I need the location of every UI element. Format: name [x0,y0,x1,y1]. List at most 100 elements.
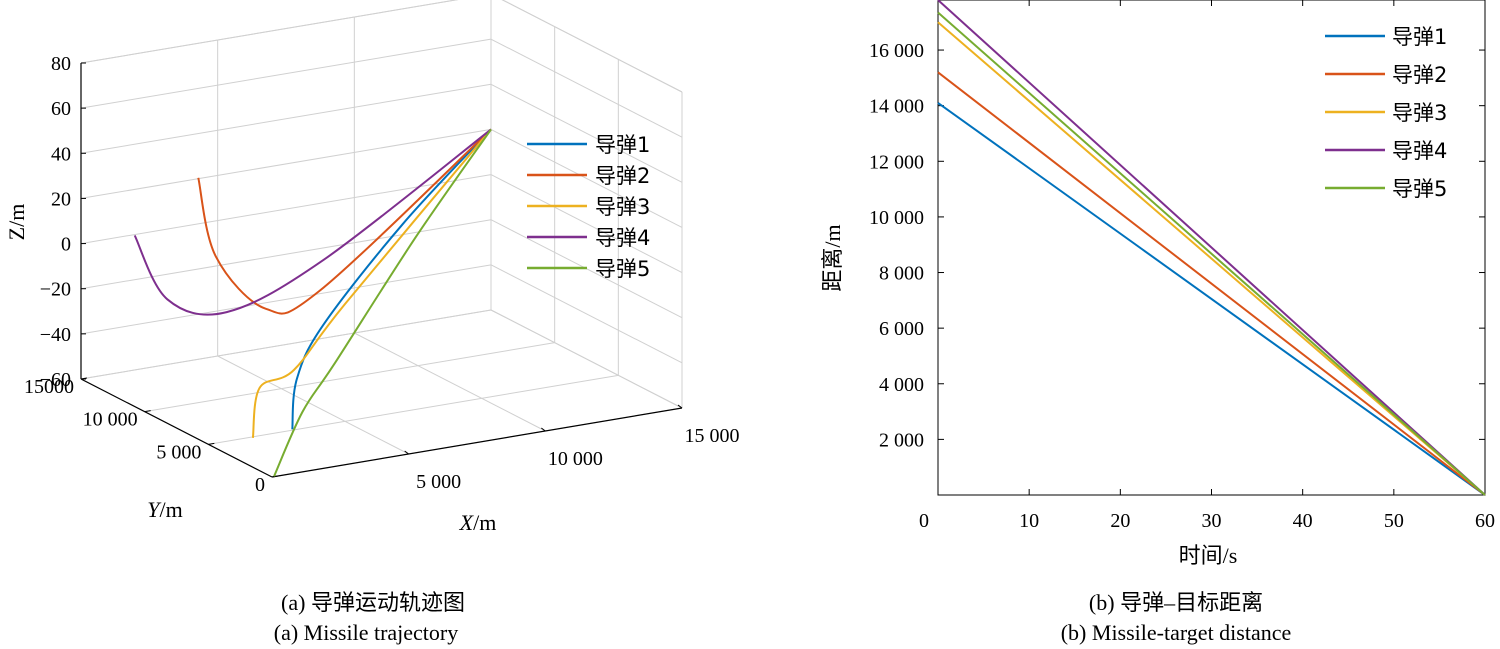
gridline-back-z [80,219,492,290]
gridline-side-z [501,0,683,93]
x-tick-label: 5 000 [416,471,461,493]
y-tick-label: 4 000 [879,374,924,396]
z-tick-label: 20 [51,188,71,210]
y-tick-label: 2 000 [879,429,924,451]
gridline-back-z [80,128,492,199]
gridline-back-z [80,38,492,109]
gridline-side-z [490,38,683,138]
z-tick-label: 40 [51,143,71,165]
legend-b-label-5: 导弹5 [1392,177,1447,201]
x-axis-label-var: X [459,510,475,535]
back-edge [501,0,683,93]
x-axis-label: 时间/s [1179,543,1238,568]
grid-3d [80,0,683,478]
y-axis-line [80,378,273,478]
x-axis-label: X/m [459,510,497,535]
gridline-floor-y [208,374,619,445]
legend-a-label-2: 导弹2 [595,164,650,188]
x-tick-label: 30 [1202,510,1222,532]
y-tick-label: 5 000 [156,441,201,463]
legend-a-label-4: 导弹4 [595,226,650,250]
x-tick-label: 0 [919,510,929,532]
y-axis-label-var: Y [147,497,162,522]
z-tick-label: −60 [40,369,71,391]
gridline-back-z [80,174,492,245]
x-tick [677,404,683,409]
z-tick-label: 80 [51,53,71,75]
y-tick-label: 10 000 [83,409,138,431]
legend-a: 导弹1 导弹2 导弹3 导弹4 导弹5 [527,133,650,281]
y-tick-label: 16 000 [869,40,924,62]
z-tick-label: 60 [51,98,71,120]
distance-line-missile-5 [937,11,1486,496]
x-tick [541,427,546,432]
axes-3d: 80 60 40 20 0 −20 −40 −60 5 000 10 000 15 000 0 5 00… [4,53,740,535]
z-tick-label: −20 [40,279,71,301]
legend-b-label-3: 导弹3 [1392,101,1447,125]
gridline-floor-y [80,309,492,380]
y-axis-label-unit: /m [160,497,183,522]
x-axis-label-unit: /m [473,510,496,535]
caption-b-en: (b) Missile-target distance [1061,620,1292,645]
gridline-floor-x [217,355,409,455]
series-group [133,128,492,477]
legend-b-label-1: 导弹1 [1392,25,1447,49]
x-tick-label: 10 [1019,510,1039,532]
gridline-side-z [490,174,683,274]
trajectory-3d-chart: 80 60 40 20 0 −20 −40 −60 5 000 10 000 15 000 0 5 00… [4,0,740,645]
series-b [937,0,1486,496]
gridline-back-z [80,264,492,335]
distance-line-missile-3 [937,21,1486,496]
gridline-side-z [490,83,683,183]
x-tick [404,450,409,455]
y-tick [144,410,151,413]
legend-a-label-3: 导弹3 [595,195,650,219]
legend-b: 导弹1 导弹2 导弹3 导弹4 导弹5 [1325,25,1447,201]
gridline-side-z [490,128,683,228]
distance-line-missile-4 [937,0,1486,496]
gridline-floor-x [354,332,546,432]
y-axis-label: Y/m [147,497,182,522]
gridline-back-z [80,0,459,64]
z-axis-label: Z/m [4,204,29,241]
caption-a-en: (a) Missile trajectory [274,620,459,645]
trajectory-line-missile-1 [291,128,492,430]
y-axis-label: 距离/m [820,224,845,291]
y-tick-label: 12 000 [869,151,924,173]
y-tick-label: 0 [255,474,265,496]
x-tick-label: 15 000 [685,425,740,447]
y-tick-label: 6 000 [879,318,924,340]
y-tick-label: 10 000 [869,207,924,229]
back-edge [80,0,459,64]
gridline-floor-y [144,342,555,413]
y-tick [208,442,215,445]
x-tick-label: 10 000 [548,448,603,470]
trajectory-line-missile-5 [273,128,492,477]
legend-a-label-5: 导弹5 [595,257,650,281]
gridline-back-z [80,83,492,154]
ticks-b: 0 10 20 30 40 50 60 2 000 4 000 6 000 8 000 10 000 1… [869,0,1495,532]
trajectory-line-missile-4 [133,128,492,316]
distance-chart: 0 10 20 30 40 50 60 2 000 4 000 6 000 8 000 10 000 1… [820,0,1495,645]
y-tick-label: 14 000 [869,96,924,118]
legend-b-label-2: 导弹2 [1392,63,1447,87]
gridline-side-z [490,264,683,364]
distance-line-missile-2 [937,71,1486,496]
y-tick-label: 15000 [24,376,74,398]
trajectory-line-missile-3 [251,128,492,439]
x-axis-line [271,407,683,478]
y-tick-label: 8 000 [879,263,924,285]
legend-b-label-4: 导弹4 [1392,139,1447,163]
z-tick-label: 0 [61,234,71,256]
x-tick-label: 20 [1110,510,1130,532]
trajectory-line-missile-2 [197,128,492,315]
caption-b-cn: (b) 导弹–目标距离 [1089,590,1263,615]
x-tick-label: 50 [1384,510,1404,532]
distance-line-missile-1 [937,102,1486,496]
y-tick [80,377,88,380]
z-tick-label: −40 [40,324,71,346]
caption-a-cn: (a) 导弹运动轨迹图 [281,590,465,615]
legend-a-label-1: 导弹1 [595,133,650,157]
gridline-floor-x [490,309,683,409]
